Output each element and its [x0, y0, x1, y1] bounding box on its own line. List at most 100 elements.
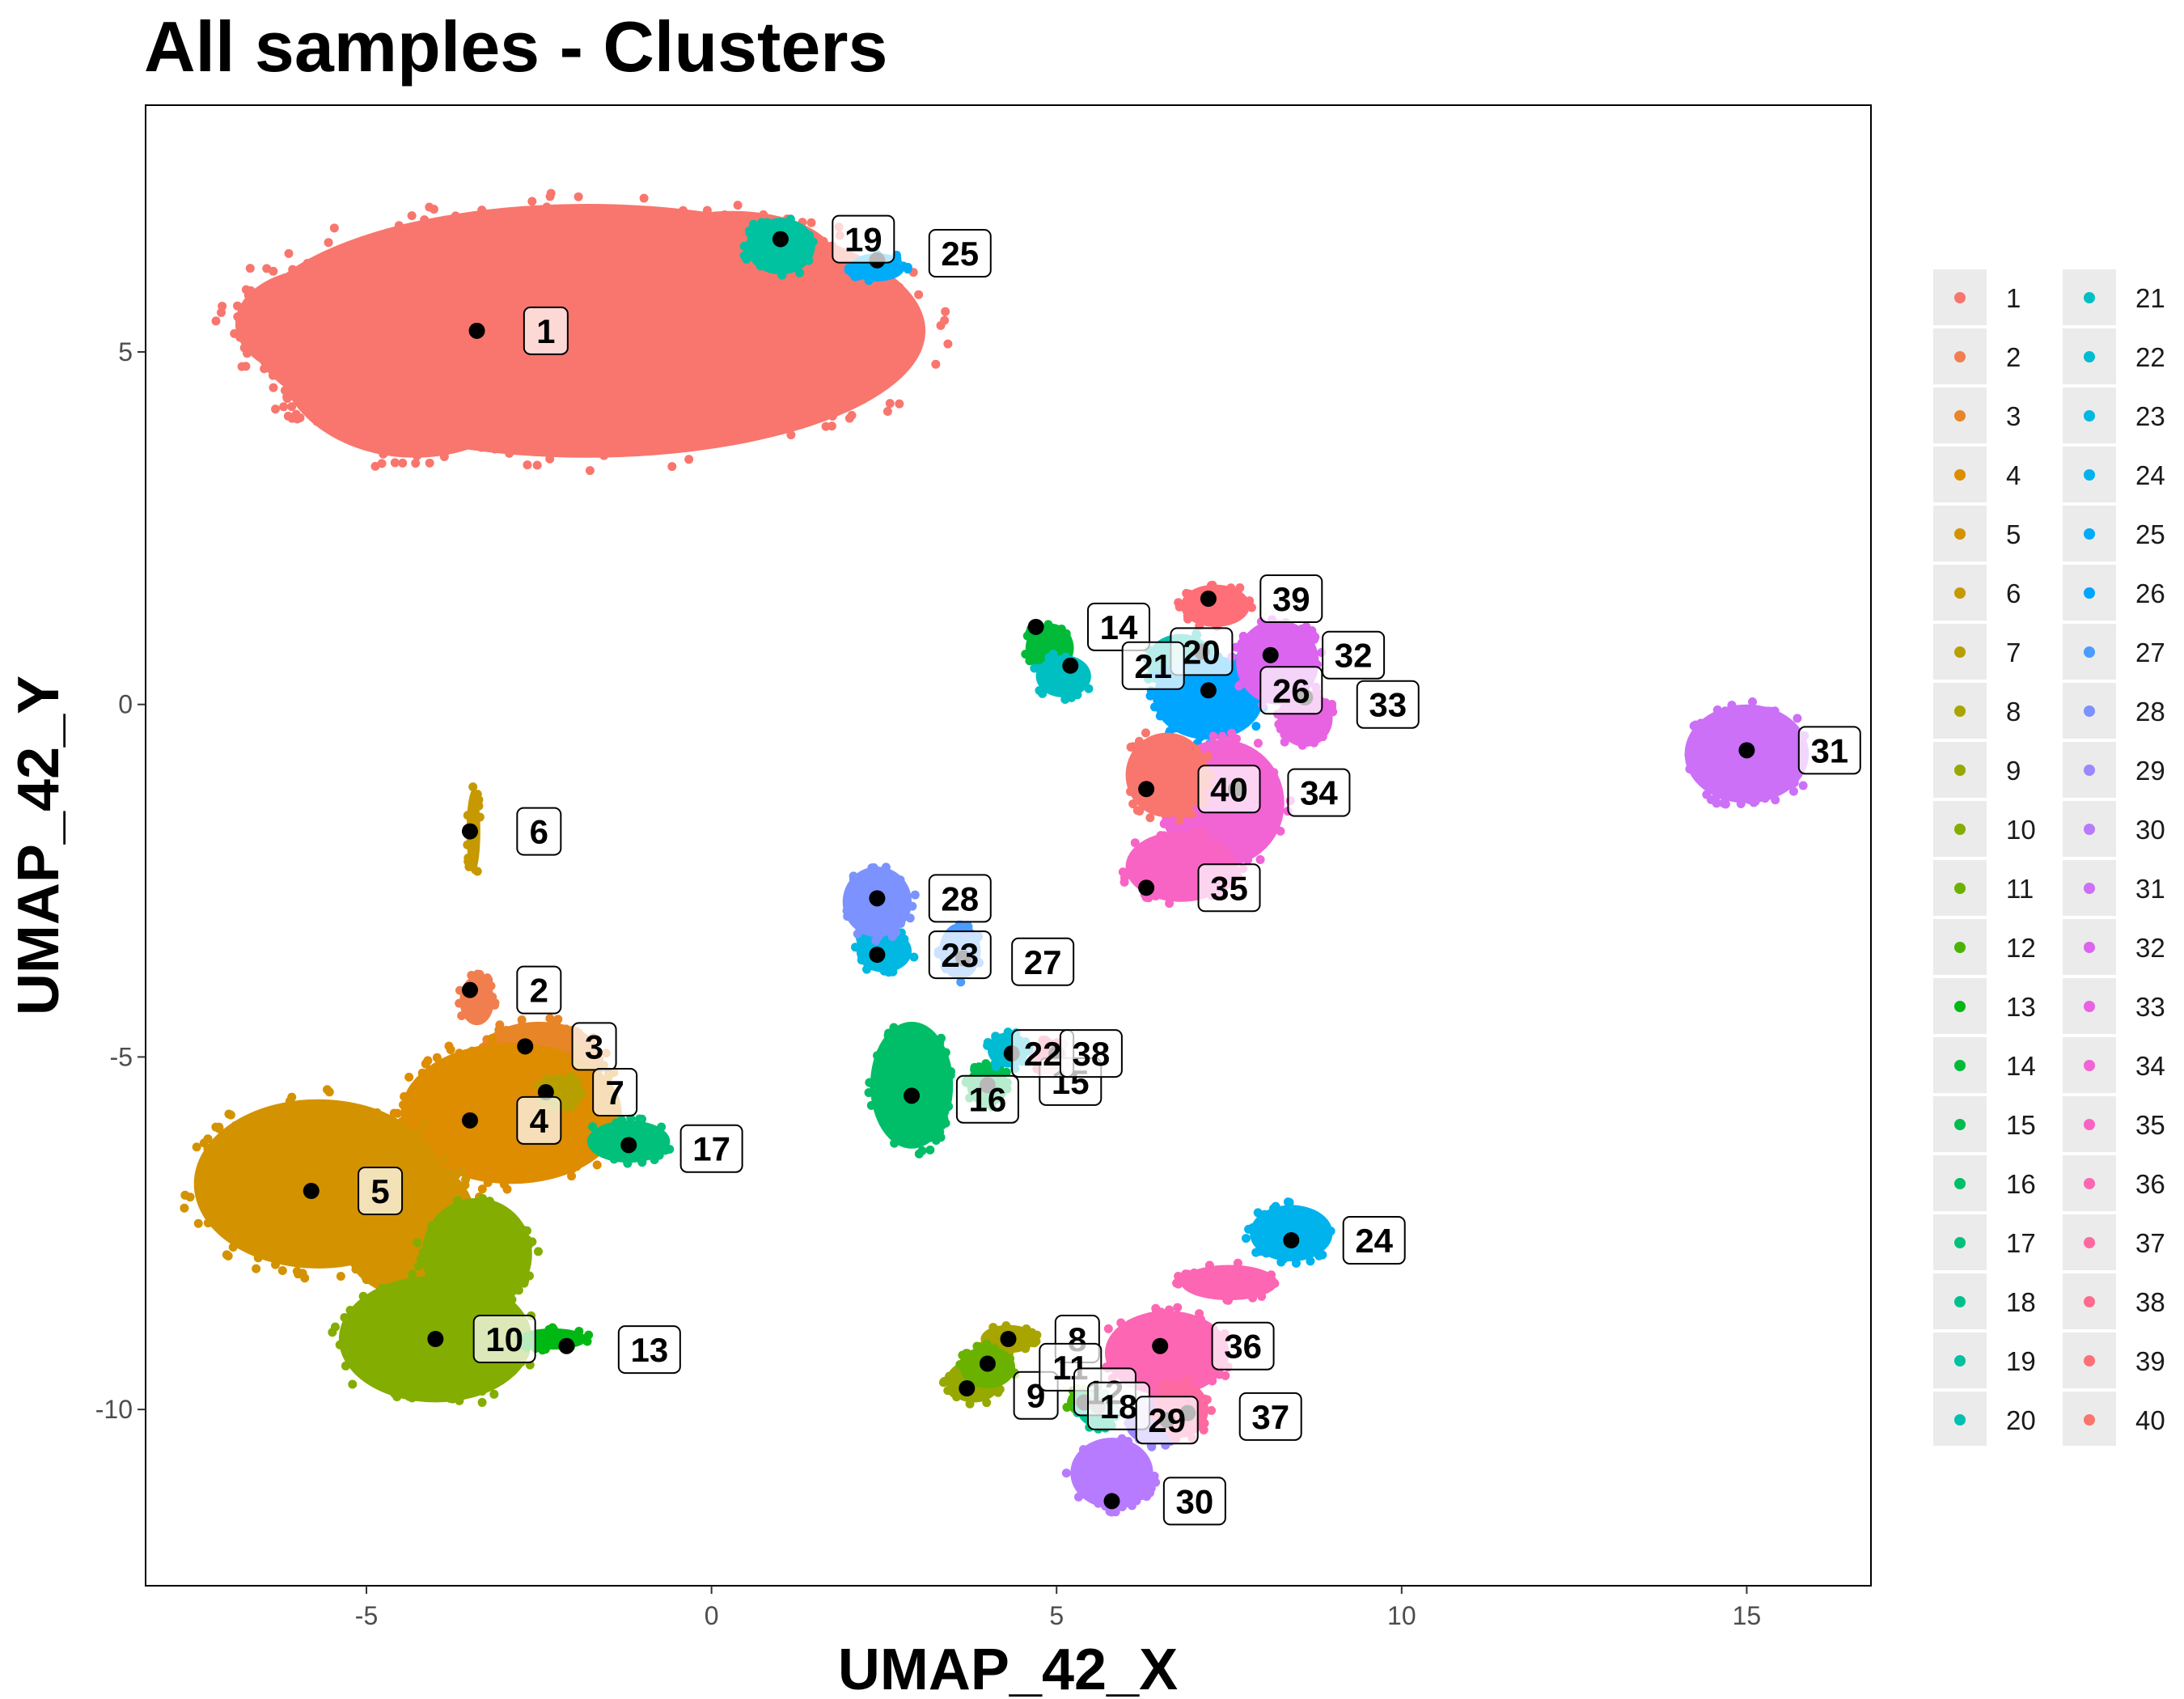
cluster-5-point	[361, 1272, 370, 1282]
cluster-1-point	[638, 269, 648, 279]
cluster-1-point	[625, 249, 635, 259]
x-tick-label: 15	[1733, 1601, 1762, 1630]
cluster-40-centroid	[1138, 781, 1155, 798]
cluster-label-text: 35	[1210, 869, 1248, 907]
cluster-31-point	[1736, 799, 1746, 808]
cluster-10-point	[477, 1397, 487, 1407]
cluster-37-point	[1163, 1383, 1173, 1392]
cluster-1-point	[895, 282, 904, 292]
legend-item-17: 17	[1933, 1228, 2036, 1273]
cluster-2-point	[457, 1011, 467, 1020]
legend-item-5: 5	[1933, 519, 2021, 565]
cluster-31-point	[1789, 777, 1799, 787]
cluster-4-centroid	[462, 1112, 479, 1129]
cluster-22-point	[991, 1032, 1001, 1041]
cluster-25-label: 25	[928, 229, 992, 278]
cluster-34-point	[1217, 733, 1227, 743]
legend-key-swatch	[2084, 883, 2095, 894]
cluster-36-point	[1195, 1309, 1204, 1319]
cluster-1-point	[827, 411, 837, 421]
legend-label: 31	[2135, 874, 2165, 904]
cluster-10-point	[390, 1389, 400, 1399]
cluster-16-point	[944, 1101, 954, 1111]
cluster-31-label: 31	[1797, 726, 1861, 775]
legend-label: 32	[2135, 933, 2165, 963]
cluster-5-point	[368, 1274, 378, 1284]
legend-item-39: 39	[2063, 1346, 2165, 1392]
cluster-1-point	[279, 402, 289, 412]
cluster-1-point	[218, 301, 227, 311]
legend-key-swatch	[1954, 942, 1966, 953]
cluster-31-point	[1712, 799, 1721, 808]
cluster-19-point	[785, 214, 795, 224]
legend-key-swatch	[2084, 351, 2095, 362]
cluster-1-point	[307, 267, 317, 277]
cluster-30-point	[1078, 1445, 1088, 1455]
cluster-36-point	[1116, 1318, 1126, 1328]
cluster-40-point	[1145, 813, 1155, 823]
cluster-11-point	[1005, 1354, 1015, 1363]
cluster-34-point	[1227, 728, 1237, 738]
legend-item-12: 12	[1933, 933, 2036, 978]
cluster-24-point	[1244, 1224, 1254, 1234]
cluster-19-point	[762, 218, 772, 227]
cluster-6-point	[474, 801, 484, 811]
cluster-28-centroid	[869, 890, 886, 907]
cluster-label-box	[1011, 937, 1075, 986]
cluster-5-point	[203, 1218, 213, 1228]
cluster-13-point	[540, 1345, 550, 1354]
cluster-23-point	[862, 964, 872, 974]
legend-label: 16	[2006, 1169, 2036, 1199]
cluster-16-point	[867, 1079, 877, 1089]
cluster-1-point	[809, 290, 819, 300]
cluster-19-point	[777, 270, 787, 280]
cluster-25-point	[903, 265, 912, 274]
cluster-1-point	[887, 326, 897, 336]
legend-key-swatch	[1954, 883, 1966, 894]
cluster-10-region	[421, 1197, 532, 1311]
cluster-1-point	[451, 211, 460, 221]
cluster-36-point	[1270, 1278, 1280, 1288]
cluster-24-point	[1283, 1197, 1293, 1207]
cluster-1-point	[271, 370, 281, 379]
cluster-35-point	[1159, 831, 1169, 841]
cluster-34-point	[1243, 855, 1253, 865]
cluster-3-label: 3	[571, 1022, 617, 1071]
cluster-18-label: 18	[1087, 1381, 1151, 1430]
cluster-11-centroid	[979, 1355, 996, 1372]
legend-item-26: 26	[2063, 578, 2165, 624]
cluster-30-region	[1070, 1438, 1153, 1509]
cluster-label-box	[1059, 1029, 1123, 1078]
legend-label: 7	[2006, 638, 2021, 667]
cluster-15-point	[970, 1062, 980, 1072]
cluster-1-point	[895, 399, 904, 409]
cluster-1-point	[428, 249, 438, 259]
cluster-1-point	[284, 248, 294, 258]
cluster-1-point	[678, 205, 688, 215]
cluster-1-point	[532, 460, 542, 470]
legend-key-swatch	[1954, 1237, 1966, 1248]
cluster-10-point	[522, 1226, 531, 1235]
cluster-1-point	[269, 304, 278, 314]
legend-label: 24	[2135, 460, 2165, 490]
cluster-39-point	[1235, 583, 1245, 593]
cluster-28-point	[842, 906, 852, 916]
cluster-1-point	[329, 223, 339, 233]
legend-key-swatch	[2084, 587, 2095, 599]
cluster-39-label: 39	[1259, 574, 1323, 623]
cluster-10-point	[341, 1337, 351, 1347]
cluster-34-point	[1161, 817, 1170, 827]
cluster-10-point	[527, 1237, 537, 1247]
cluster-33-point	[1310, 738, 1319, 748]
cluster-1-point	[908, 315, 918, 324]
legend-item-35: 35	[2063, 1110, 2165, 1155]
legend-key-swatch	[1954, 824, 1966, 835]
cluster-34-point	[1253, 739, 1263, 748]
cluster-35-point	[1200, 828, 1210, 838]
cluster-19-centroid	[772, 231, 789, 248]
x-tick-label: -5	[355, 1601, 378, 1630]
legend-item-13: 13	[1933, 992, 2036, 1037]
legend-key-swatch	[2084, 1060, 2095, 1071]
cluster-37-point	[1199, 1425, 1208, 1434]
cluster-30-point	[1061, 1468, 1071, 1478]
